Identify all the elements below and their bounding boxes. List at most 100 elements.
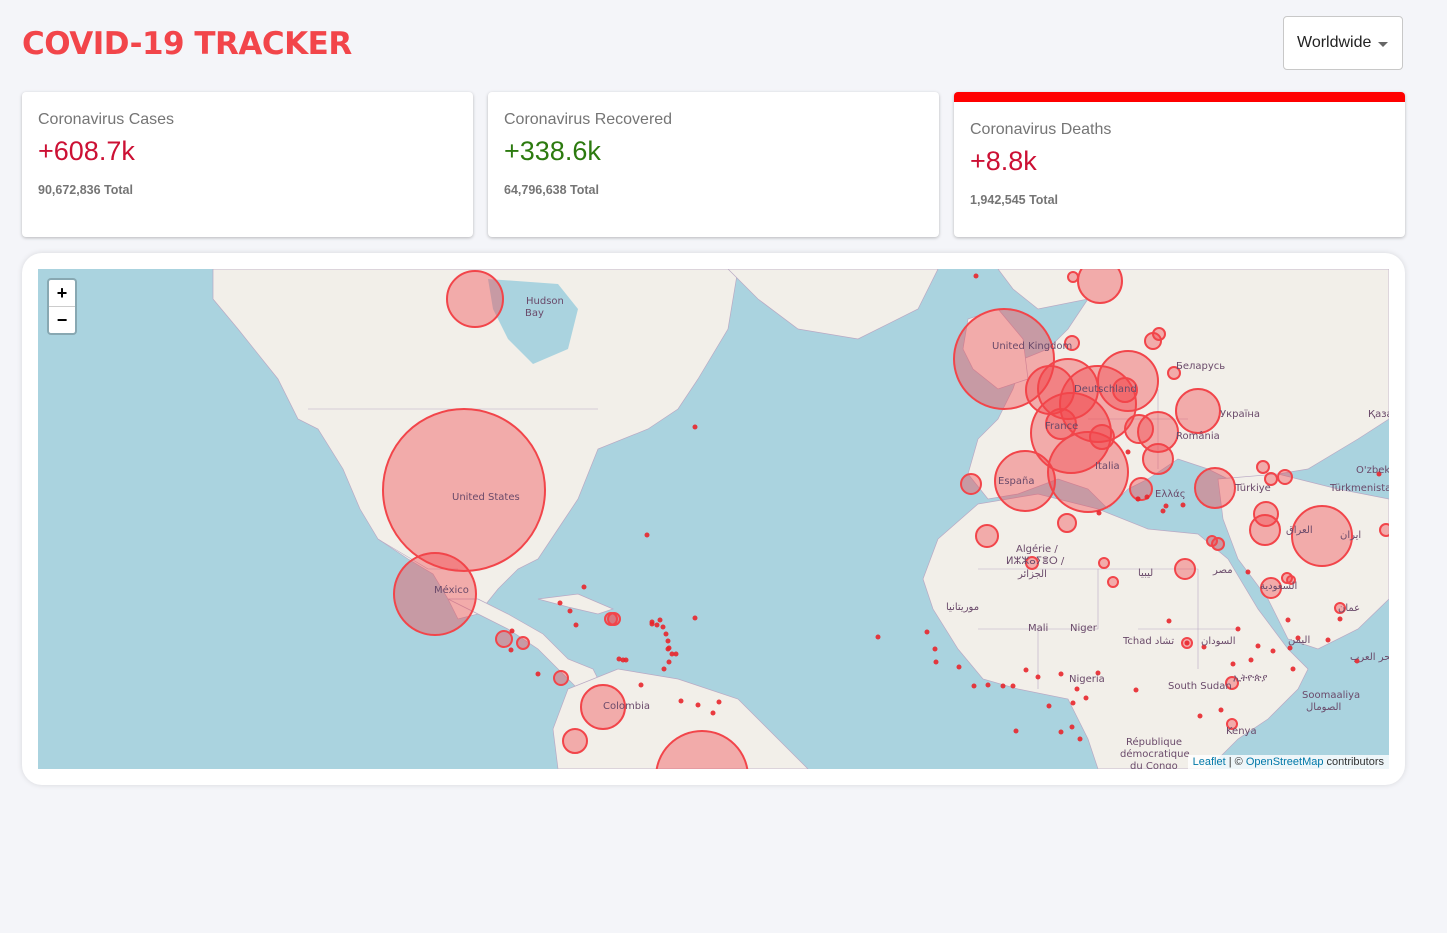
case-dot[interactable]: [1135, 496, 1141, 502]
case-dot[interactable]: [933, 659, 939, 665]
case-bubble[interactable]: [1253, 501, 1279, 527]
case-dot[interactable]: [508, 647, 514, 653]
case-dot[interactable]: [660, 624, 666, 630]
case-dot[interactable]: [1248, 657, 1254, 663]
case-dot[interactable]: [666, 645, 672, 651]
leaflet-link[interactable]: Leaflet: [1192, 756, 1226, 768]
case-dot[interactable]: [1270, 648, 1276, 654]
case-dot[interactable]: [924, 629, 930, 635]
case-dot[interactable]: [1074, 686, 1080, 692]
case-dot[interactable]: [1287, 645, 1293, 651]
case-dot[interactable]: [535, 671, 541, 677]
case-bubble[interactable]: [975, 524, 999, 548]
case-dot[interactable]: [654, 622, 660, 628]
case-bubble[interactable]: [1152, 327, 1166, 341]
case-bubble[interactable]: [1089, 424, 1115, 450]
case-dot[interactable]: [1325, 637, 1331, 643]
case-dot[interactable]: [666, 659, 672, 665]
case-dot[interactable]: [1255, 643, 1261, 649]
case-dot[interactable]: [665, 638, 671, 644]
case-bubble[interactable]: [1137, 411, 1179, 453]
case-bubble[interactable]: [1249, 514, 1281, 546]
case-bubble[interactable]: [1107, 576, 1119, 588]
case-dot[interactable]: [1290, 666, 1296, 672]
case-dot[interactable]: [509, 628, 515, 634]
case-dot[interactable]: [932, 646, 938, 652]
osm-link[interactable]: OpenStreetMap: [1245, 756, 1324, 768]
case-dot[interactable]: [1083, 695, 1089, 701]
case-dot[interactable]: [1245, 569, 1251, 575]
case-bubble[interactable]: [1124, 414, 1154, 444]
case-dot[interactable]: [1218, 707, 1224, 713]
case-dot[interactable]: [663, 631, 669, 637]
zoom-out-button[interactable]: −: [56, 310, 68, 330]
case-dot[interactable]: [1197, 713, 1203, 719]
case-bubble[interactable]: [1260, 577, 1282, 599]
case-bubble[interactable]: [655, 730, 749, 769]
case-bubble[interactable]: [1057, 513, 1077, 533]
case-dot[interactable]: [1070, 700, 1076, 706]
case-bubble[interactable]: [1277, 469, 1293, 485]
case-dot[interactable]: [971, 683, 977, 689]
case-dot[interactable]: [623, 657, 629, 663]
case-dot[interactable]: [673, 651, 679, 657]
case-dot[interactable]: [1000, 683, 1006, 689]
case-dot[interactable]: [1235, 626, 1241, 632]
case-bubble[interactable]: [1264, 472, 1278, 486]
case-bubble[interactable]: [1256, 460, 1270, 474]
case-bubble[interactable]: [1112, 377, 1138, 403]
case-bubble[interactable]: [495, 630, 513, 648]
case-bubble[interactable]: [562, 728, 588, 754]
case-dot[interactable]: [649, 621, 655, 627]
case-dot[interactable]: [1337, 616, 1343, 622]
case-bubble[interactable]: [446, 270, 504, 328]
case-dot[interactable]: [1010, 683, 1016, 689]
case-bubble[interactable]: [960, 473, 982, 495]
case-dot[interactable]: [1376, 471, 1382, 477]
case-bubble[interactable]: [1175, 388, 1221, 434]
case-dot[interactable]: [1023, 667, 1029, 673]
case-bubble[interactable]: [516, 636, 530, 650]
case-dot[interactable]: [1295, 635, 1301, 641]
case-bubble[interactable]: [1226, 718, 1238, 730]
recovered-card[interactable]: Coronavirus Recovered +338.6k 64,796,638…: [488, 92, 939, 237]
case-dot[interactable]: [1077, 736, 1083, 742]
case-bubble[interactable]: [953, 308, 1055, 410]
case-dot[interactable]: [1144, 494, 1150, 500]
case-dot[interactable]: [1095, 670, 1101, 676]
case-bubble[interactable]: [1064, 335, 1080, 351]
case-dot[interactable]: [1180, 502, 1186, 508]
case-dot[interactable]: [1058, 729, 1064, 735]
case-dot[interactable]: [1035, 674, 1041, 680]
case-dot[interactable]: [1184, 640, 1190, 646]
case-dot[interactable]: [638, 682, 644, 688]
case-dot[interactable]: [1160, 508, 1166, 514]
case-dot[interactable]: [1163, 503, 1169, 509]
world-map[interactable]: Hudson Bay United States México Colombia Unit…: [38, 269, 1389, 769]
case-bubble[interactable]: [1194, 467, 1236, 509]
case-bubble[interactable]: [1174, 558, 1196, 580]
zoom-in-button[interactable]: +: [49, 280, 75, 307]
case-bubble[interactable]: [604, 612, 618, 626]
case-dot[interactable]: [567, 608, 573, 614]
case-bubble[interactable]: [1334, 602, 1346, 614]
case-bubble[interactable]: [1225, 676, 1239, 690]
case-dot[interactable]: [616, 656, 622, 662]
case-bubble[interactable]: [1025, 556, 1039, 570]
case-dot[interactable]: [1201, 644, 1207, 650]
case-dot[interactable]: [973, 273, 979, 279]
case-bubble[interactable]: [382, 408, 546, 572]
case-bubble[interactable]: [1047, 431, 1129, 513]
case-bubble[interactable]: [1098, 557, 1110, 569]
case-dot[interactable]: [644, 532, 650, 538]
case-dot[interactable]: [1058, 671, 1064, 677]
case-bubble[interactable]: [553, 670, 569, 686]
case-dot[interactable]: [710, 710, 716, 716]
case-dot[interactable]: [1046, 703, 1052, 709]
case-dot[interactable]: [661, 666, 667, 672]
case-bubble[interactable]: [1129, 477, 1153, 501]
case-bubble[interactable]: [994, 450, 1056, 512]
case-dot[interactable]: [581, 584, 587, 590]
case-dot[interactable]: [669, 651, 675, 657]
case-dot[interactable]: [657, 617, 663, 623]
